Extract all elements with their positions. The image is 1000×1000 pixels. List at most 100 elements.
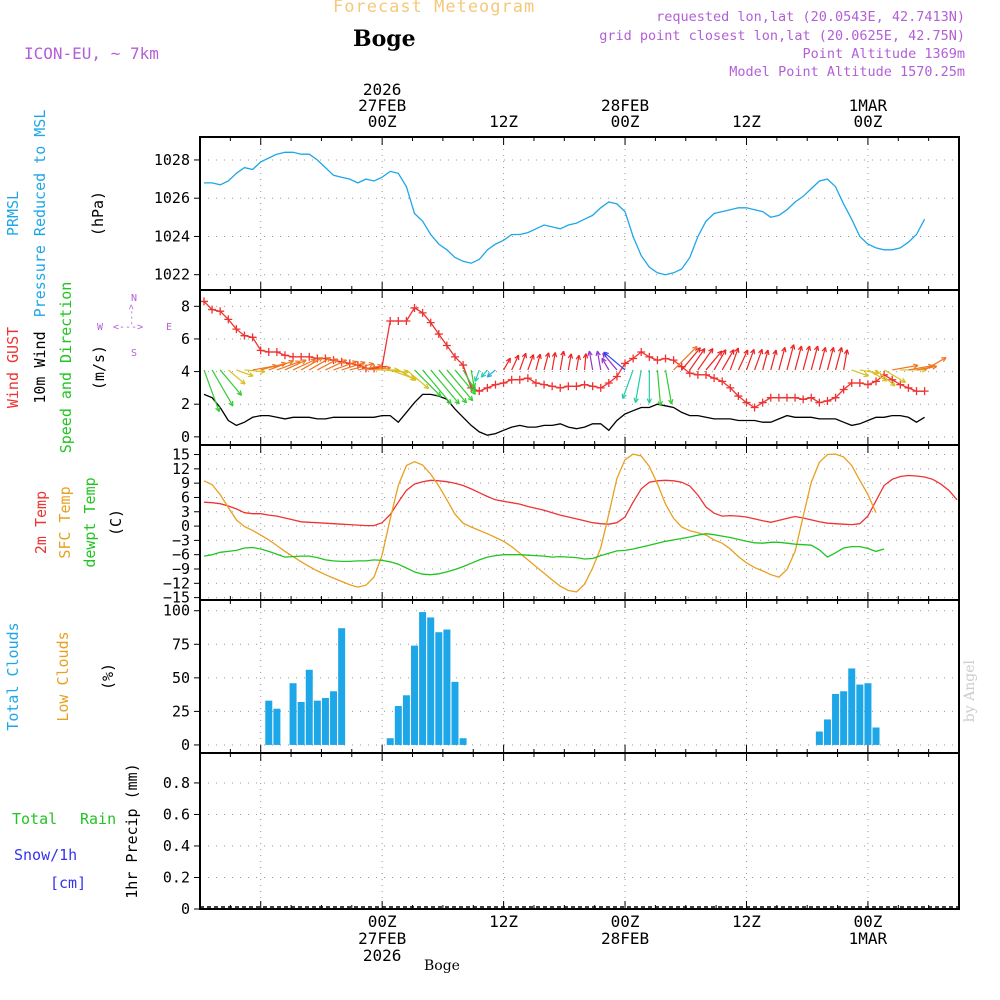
y-tick-label: −6 <box>172 546 190 564</box>
gust-marker <box>872 377 881 386</box>
y-tick-label: 50 <box>172 669 190 687</box>
wind-arrow <box>754 349 763 371</box>
wind-arrow-head <box>317 356 324 363</box>
wind-arrow-head <box>633 397 639 403</box>
cloud-bar <box>815 731 823 745</box>
wind-arrow-head <box>721 349 727 355</box>
clouds-label: Low Clouds <box>54 631 72 721</box>
cloud-bar <box>419 612 427 745</box>
y-tick-label: 15 <box>172 446 190 464</box>
y-tick-label: 0 <box>181 428 190 446</box>
gust-marker <box>264 348 273 356</box>
top-time-label: 1MAR <box>849 96 888 115</box>
gust-marker <box>807 393 816 402</box>
wind-arrow <box>470 369 475 388</box>
cloud-bar <box>864 683 872 745</box>
wind-arrow-head <box>288 359 294 365</box>
wind-label: (m/s) <box>90 345 108 390</box>
y-tick-label: 2 <box>181 395 190 413</box>
y-tick-label: 0.2 <box>163 868 190 886</box>
gust-marker <box>612 372 621 381</box>
gust-marker <box>426 318 435 327</box>
gust-marker <box>548 382 557 391</box>
y-tick-label: 1022 <box>154 266 190 284</box>
wind-arrow <box>778 347 786 371</box>
wind-arrow-head <box>657 400 663 407</box>
wind-arrow-head <box>325 356 332 363</box>
wind-arrow <box>422 369 452 405</box>
wind-arrow <box>729 347 739 371</box>
top-time-label: 12Z <box>732 112 761 131</box>
wind-arrow <box>325 359 347 371</box>
wind-arrow-head <box>474 376 480 382</box>
gust-marker <box>434 330 443 339</box>
gust-marker <box>588 382 597 391</box>
wind-arrow-head <box>900 377 907 383</box>
wind-arrow-head <box>301 359 307 365</box>
gust-marker <box>799 395 808 404</box>
wind-arrow-head <box>544 352 551 358</box>
wind-arrow-head <box>471 386 477 392</box>
compass-we-arrow: <---> <box>113 322 143 333</box>
wind-arrow <box>260 362 287 371</box>
clouds-label: (%) <box>99 663 117 690</box>
wind-arrow <box>634 369 642 403</box>
gust-marker <box>402 317 411 325</box>
precip-legend-unit: [cm] <box>50 874 86 892</box>
wind-arrow-head <box>695 347 701 353</box>
wind-arrow <box>908 365 933 371</box>
y-tick-label: 0 <box>181 517 190 535</box>
wind-arrow-head <box>750 348 756 355</box>
gust-marker <box>572 382 581 391</box>
y-tick-label: 0 <box>181 900 190 918</box>
wind-arrow <box>398 369 417 381</box>
gust-marker <box>920 387 929 396</box>
gust-marker <box>904 383 913 392</box>
cloud-bar <box>313 700 321 745</box>
wind-arrow-head <box>377 363 383 370</box>
wind-arrow-head <box>758 348 764 355</box>
wind-arrow-head <box>436 391 442 397</box>
bottom-time-label: 00Z <box>368 912 397 931</box>
wind-arrow-head <box>595 350 601 357</box>
cloud-bar <box>273 708 281 745</box>
wind-arrow <box>519 353 527 371</box>
precip-legend-total: Total <box>12 810 57 828</box>
wind-arrow-head <box>215 406 221 413</box>
y-tick-label: −9 <box>172 560 190 578</box>
gust-marker <box>272 348 281 356</box>
gust-marker <box>556 383 565 392</box>
footer-location: Boge <box>424 958 460 974</box>
pressure-label: Pressure Reduced to MSL <box>31 110 49 318</box>
wind-arrow-head <box>668 399 674 405</box>
wind-arrow-head <box>560 350 566 357</box>
wind-arrow-head <box>536 353 542 360</box>
wind-arrow <box>543 352 550 371</box>
gust-marker <box>370 364 379 373</box>
wind-arrow-head <box>692 345 698 352</box>
gust-marker <box>742 398 751 407</box>
wind-arrow-head <box>890 381 896 387</box>
cloud-bar <box>411 645 419 745</box>
wind-arrow-head <box>837 346 844 353</box>
gust-marker <box>863 380 872 389</box>
bottom-time-label: 12Z <box>732 912 761 931</box>
top-time-label: 00Z <box>368 112 397 131</box>
gust-marker <box>645 352 654 361</box>
wind-arrow <box>268 360 294 371</box>
top-time-label: 2026 <box>363 80 402 99</box>
wind-arrow-head <box>341 359 348 365</box>
y-tick-label: 8 <box>181 297 190 315</box>
wind-label: Speed and Direction <box>57 282 75 454</box>
gust-marker <box>208 305 217 314</box>
gust-marker <box>782 393 791 402</box>
wind-arrow <box>737 349 749 371</box>
y-tick-label: 0 <box>181 736 190 754</box>
wind-arrow <box>341 361 366 371</box>
gust-marker <box>766 393 775 402</box>
bottom-time-label: 00Z <box>853 912 882 931</box>
wind-arrow <box>365 367 391 371</box>
wind-arrow <box>474 369 480 382</box>
